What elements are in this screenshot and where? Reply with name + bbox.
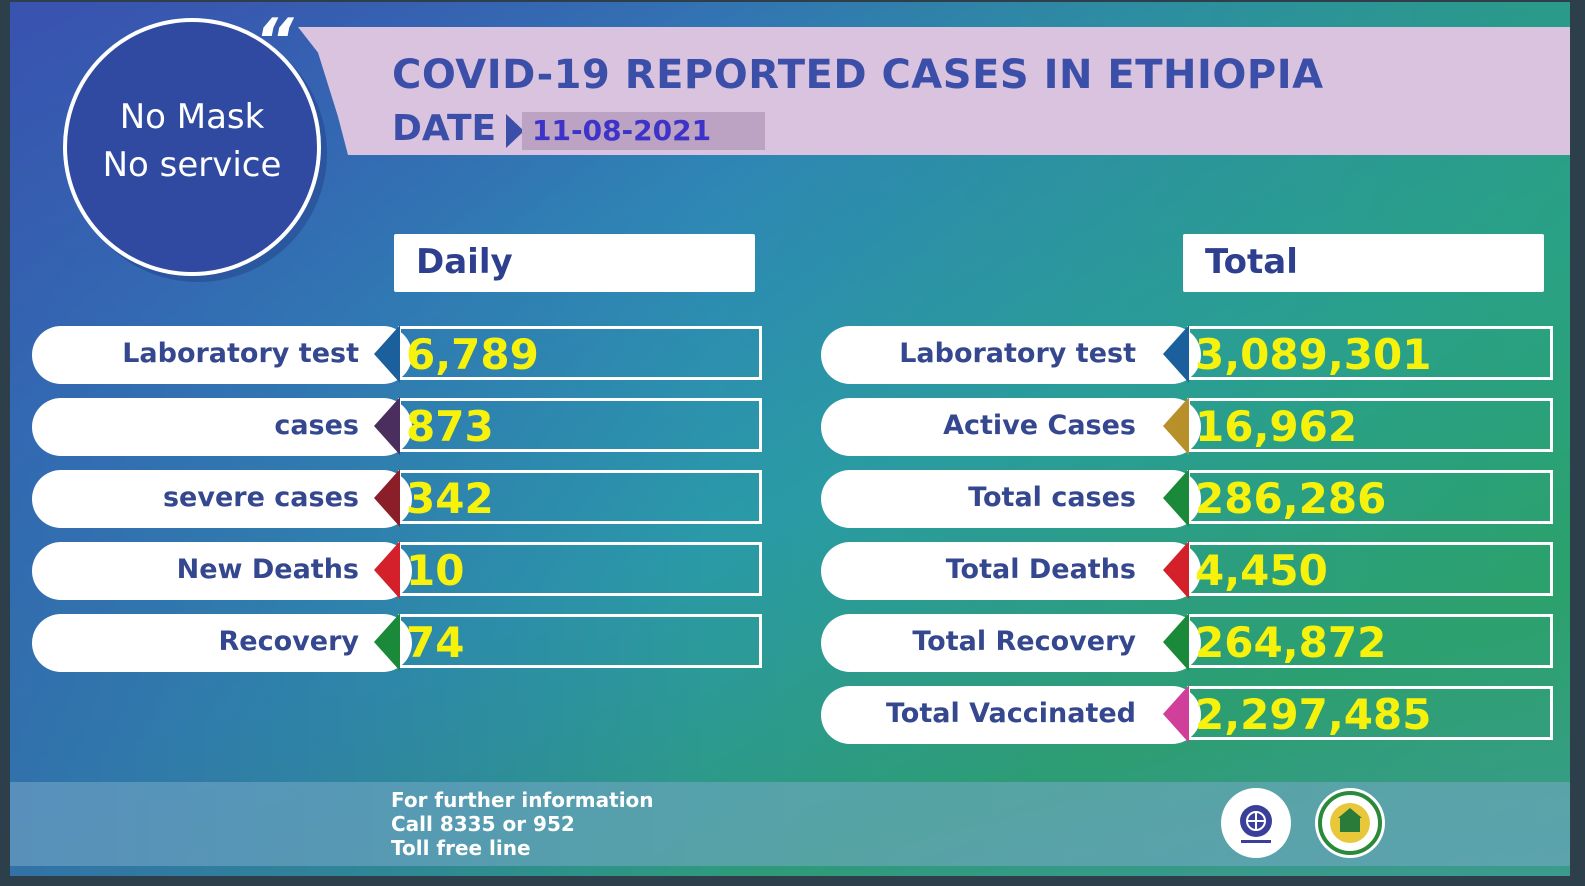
- total-row-5-value: 2,297,485: [1195, 690, 1432, 739]
- daily-row-2-label-pill: [32, 470, 412, 528]
- daily-row-1-value: 873: [406, 402, 494, 451]
- slogan-line-2: No service: [102, 145, 282, 185]
- total-row-1-value: 16,962: [1195, 402, 1358, 451]
- total-row-4-label: Total Recovery: [912, 626, 1136, 657]
- footer-bar: [10, 782, 1570, 866]
- daily-row-4-label: Recovery: [218, 626, 359, 657]
- daily-row-2-label: severe cases: [162, 482, 359, 513]
- total-row-5-label: Total Vaccinated: [885, 698, 1136, 729]
- infographic-canvas: COVID-19 REPORTED CASES IN ETHIOPIA DATE…: [10, 2, 1570, 876]
- total-row-2-label: Total cases: [968, 482, 1136, 513]
- arrow-right-icon: [506, 114, 524, 148]
- daily-row-1-label-pill: [32, 398, 412, 456]
- daily-row-4-label-pill: [32, 614, 412, 672]
- total-row-0-label-pill: [821, 326, 1201, 384]
- daily-row-3-label: New Deaths: [176, 554, 359, 585]
- daily-row-2-value: 342: [406, 474, 494, 523]
- daily-heading: Daily: [416, 242, 513, 282]
- daily-row-0-value: 6,789: [406, 330, 539, 379]
- total-row-0-label: Laboratory test: [899, 338, 1136, 369]
- date-value: 11-08-2021: [532, 114, 712, 147]
- total-row-0-pointer-icon: [1163, 325, 1189, 383]
- daily-row-4-pointer-icon: [374, 613, 400, 671]
- public-health-institute-logo-icon: [1315, 788, 1385, 858]
- daily-row-0-label-pill: [32, 326, 412, 384]
- date-box: [522, 112, 765, 150]
- footer-info-line-3: Toll free line: [391, 836, 531, 860]
- total-row-3-pointer-icon: [1163, 541, 1189, 599]
- daily-heading-box: Daily: [394, 234, 755, 292]
- total-row-5-pointer-icon: [1163, 685, 1189, 743]
- total-row-3-label: Total Deaths: [945, 554, 1136, 585]
- total-row-2-pointer-icon: [1163, 469, 1189, 527]
- footer-info-line-1: For further information: [391, 788, 654, 812]
- slogan-circle: [63, 18, 321, 276]
- total-row-4-value: 264,872: [1195, 618, 1387, 667]
- daily-row-0-label: Laboratory test: [122, 338, 359, 369]
- total-row-5-label-pill: [821, 686, 1201, 744]
- total-row-4-label-pill: [821, 614, 1201, 672]
- footer-info-line-2: Call 8335 or 952: [391, 812, 575, 836]
- daily-row-3-value: 10: [406, 546, 465, 595]
- daily-row-0-pointer-icon: [374, 325, 400, 383]
- total-row-2-label-pill: [821, 470, 1201, 528]
- total-row-3-label-pill: [821, 542, 1201, 600]
- quote-icon: “: [255, 6, 294, 76]
- total-row-0-value: 3,089,301: [1195, 330, 1432, 379]
- total-row-4-pointer-icon: [1163, 613, 1189, 671]
- total-heading-box: Total: [1183, 234, 1544, 292]
- total-row-1-label-pill: [821, 398, 1201, 456]
- date-label: DATE: [392, 108, 497, 149]
- slogan-line-1: No Mask: [119, 97, 265, 137]
- daily-row-3-pointer-icon: [374, 541, 400, 599]
- total-row-2-value: 286,286: [1195, 474, 1387, 523]
- daily-row-4-value: 74: [406, 618, 465, 667]
- daily-row-1-pointer-icon: [374, 397, 400, 455]
- page-title: COVID-19 REPORTED CASES IN ETHIOPIA: [392, 52, 1324, 98]
- daily-row-2-pointer-icon: [374, 469, 400, 527]
- total-row-1-pointer-icon: [1163, 397, 1189, 455]
- total-row-3-value: 4,450: [1195, 546, 1328, 595]
- daily-row-1-label: cases: [274, 410, 359, 441]
- total-row-1-label: Active Cases: [943, 410, 1136, 441]
- health-ministry-logo-icon: [1221, 788, 1291, 858]
- total-heading: Total: [1205, 242, 1298, 282]
- daily-row-3-label-pill: [32, 542, 412, 600]
